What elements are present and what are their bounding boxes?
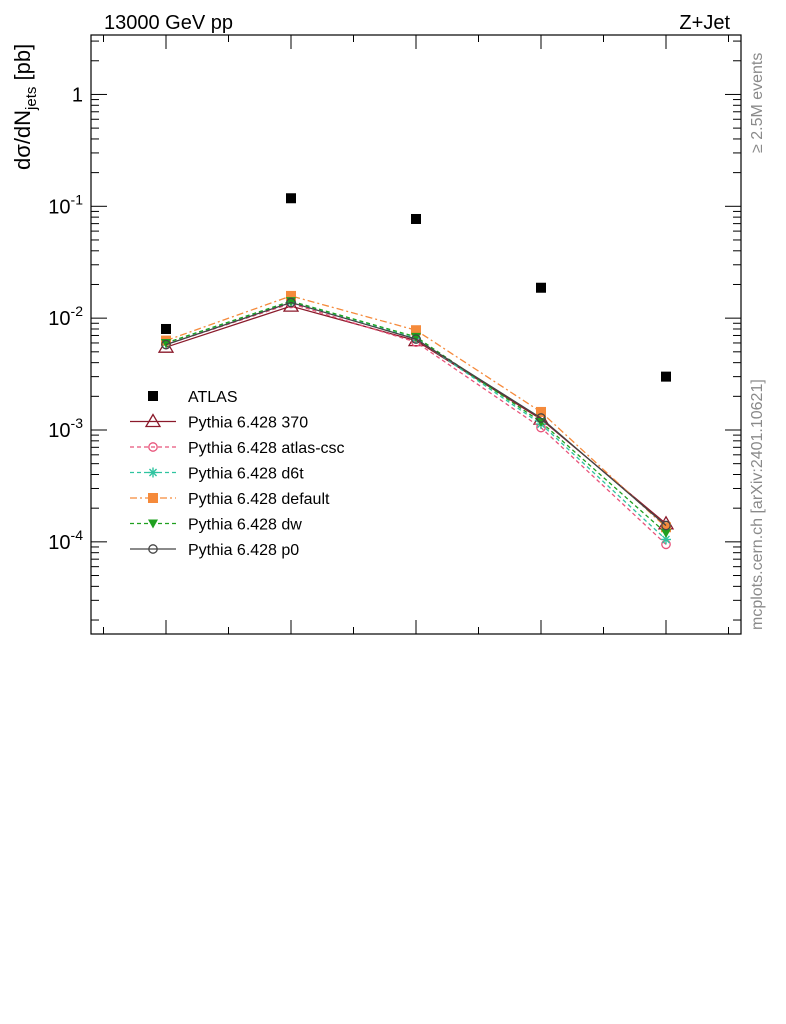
data-point	[161, 339, 171, 350]
y-tick-label-exp: -2	[71, 303, 84, 319]
y-tick-label-base: 1	[72, 84, 83, 106]
legend-label: Pythia 6.428 default	[188, 491, 330, 508]
legend-label: Pythia 6.428 p0	[188, 542, 299, 559]
data-point	[286, 297, 296, 308]
legend-entry: Pythia 6.428 p0	[130, 542, 299, 559]
data-point	[286, 193, 296, 204]
header-right: Z+Jet	[679, 12, 730, 34]
marker-stroke	[661, 535, 671, 544]
data-point	[661, 520, 671, 531]
y-axis-label-sub: jets	[23, 87, 40, 111]
y-axis-label-main: dσ/dN	[10, 110, 35, 170]
legend-label: Pythia 6.428 d6t	[188, 466, 304, 483]
series-6	[161, 297, 671, 531]
y-tick-label: 10-2	[48, 303, 83, 330]
data-point	[536, 413, 546, 423]
legend-marker	[148, 493, 158, 503]
y-tick-label-base: 10	[48, 196, 70, 218]
y-tick-label: 10-4	[48, 527, 83, 554]
series-line	[165, 295, 667, 528]
y-tick-label-base: 10	[48, 308, 70, 330]
header-left: 13000 GeV pp	[104, 12, 233, 34]
legend-marker	[148, 519, 158, 529]
y-axis-label: dσ/dNjets [pb]	[10, 44, 40, 170]
data-point	[661, 528, 671, 538]
data-point	[661, 534, 671, 545]
legend-label: Pythia 6.428 atlas-csc	[188, 440, 345, 457]
legend-marker	[148, 467, 158, 478]
y-tick-label-base: 10	[48, 532, 70, 554]
legend-entry: Pythia 6.428 dw	[130, 517, 302, 534]
legend-marker	[144, 413, 162, 428]
y-axis-label-unit: [pb]	[10, 44, 35, 87]
legend: ATLAS Pythia 6.428 370 Pythia 6.428 atlas-…	[130, 389, 345, 559]
legend-marker	[148, 442, 158, 452]
y-tick-label-exp: -3	[71, 415, 84, 431]
data-point	[286, 290, 296, 301]
legend-label: Pythia 6.428 370	[188, 415, 308, 432]
data-point	[161, 323, 171, 334]
y-tick-label-base: 10	[48, 420, 70, 442]
series-line	[165, 301, 667, 526]
legend-label: Pythia 6.428 dw	[188, 517, 302, 534]
source-label: mcplots.cern.ch [arXiv:2401.10621]	[749, 379, 766, 630]
series-0	[161, 193, 671, 382]
series-layer	[157, 193, 675, 550]
legend-entry: ATLAS	[148, 389, 238, 406]
y-tick-label: 10-1	[48, 191, 83, 218]
data-point	[536, 282, 546, 293]
legend-marker	[148, 544, 158, 554]
legend-entry: Pythia 6.428 370	[130, 413, 308, 432]
y-tick-label-exp: -1	[71, 191, 84, 207]
legend-label: ATLAS	[188, 389, 238, 406]
y-tick-label: 1	[72, 84, 83, 106]
data-point	[411, 213, 421, 224]
legend-entry: Pythia 6.428 atlas-csc	[130, 440, 345, 457]
legend-marker	[148, 391, 158, 401]
y-tick-label: 10-3	[48, 415, 83, 442]
data-point	[661, 371, 671, 382]
y-tick-label-exp: -4	[71, 527, 84, 543]
data-point	[661, 522, 671, 533]
data-point	[536, 406, 546, 417]
events-label: ≥ 2.5M events	[749, 53, 766, 153]
data-point	[411, 334, 421, 344]
marker-stroke	[148, 468, 158, 477]
data-point	[411, 325, 421, 336]
legend-entry: Pythia 6.428 default	[130, 491, 330, 508]
axes-layer: 110-110-210-310-4dσ/dNjets [pb]	[10, 34, 742, 635]
legend-entry: Pythia 6.428 d6t	[130, 466, 304, 483]
